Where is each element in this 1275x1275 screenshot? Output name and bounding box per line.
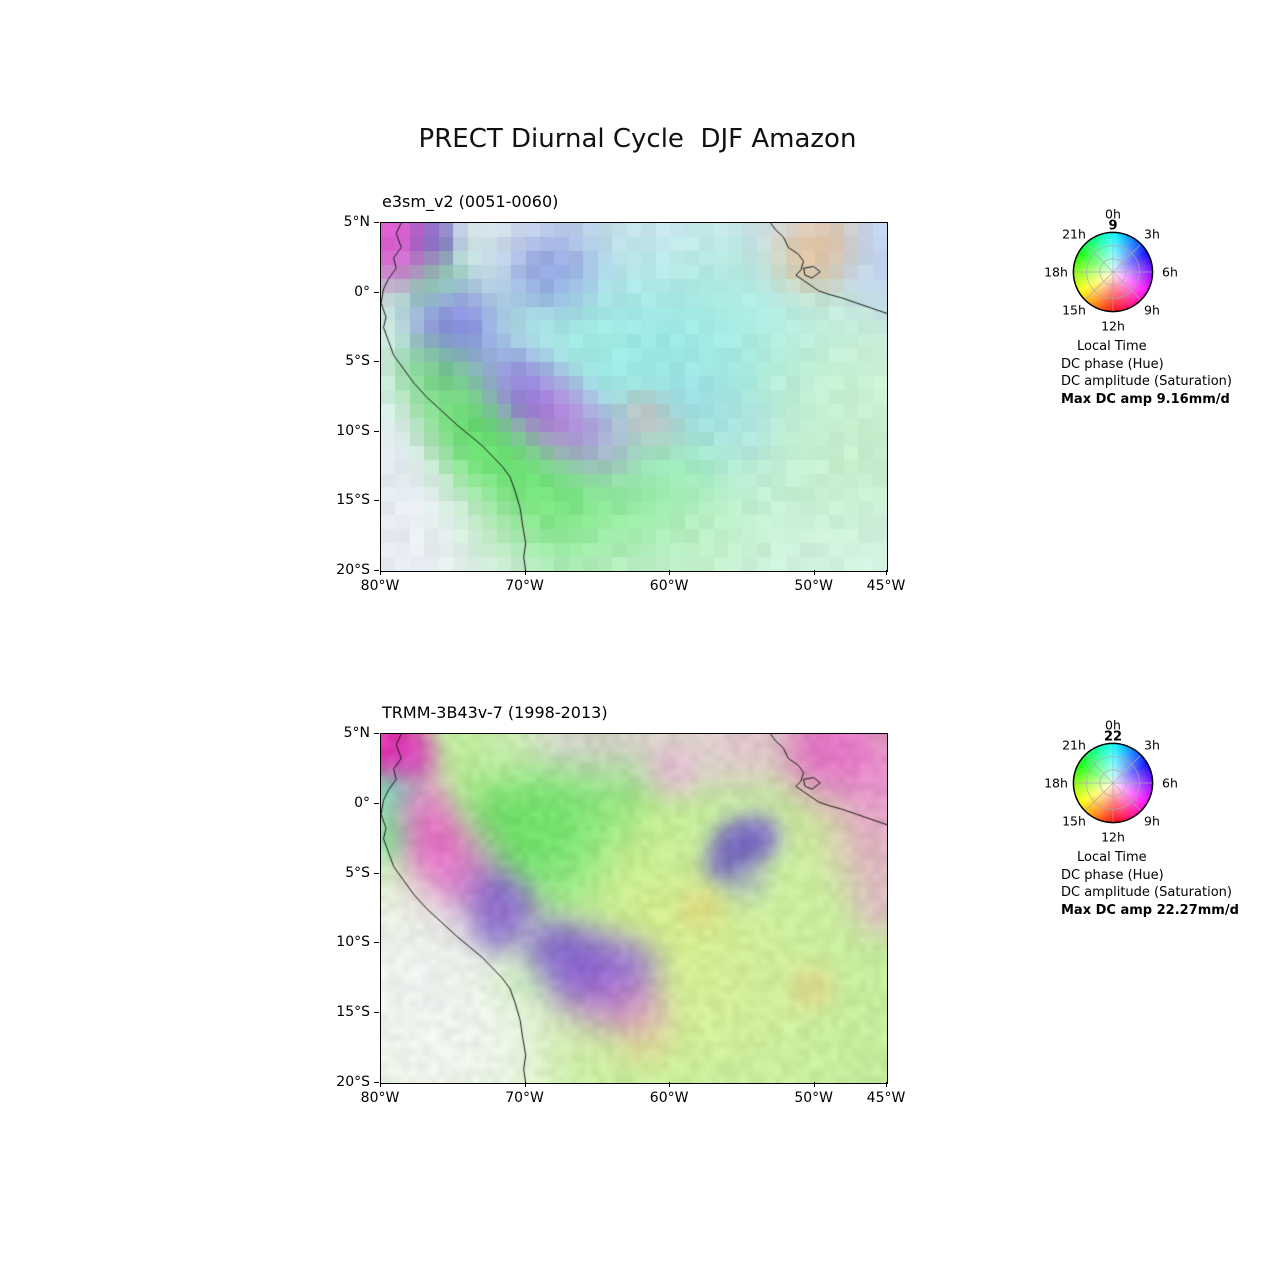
legend-max-amp: Max DC amp 9.16mm/d	[1061, 391, 1230, 407]
x-tick-mark	[813, 1082, 815, 1087]
y-tick-mark	[374, 733, 379, 734]
y-tick-label: 10°S	[336, 934, 370, 951]
y-tick-label: 15°S	[336, 1004, 370, 1021]
x-tick-mark	[380, 570, 381, 575]
clock-label-15h: 15h	[1062, 813, 1086, 829]
legend-amp-line: DC amplitude (Saturation)	[1061, 885, 1232, 900]
y-tick-mark	[374, 872, 379, 874]
y-tick-label: 5°N	[343, 214, 370, 230]
figure-title: PRECT Diurnal Cycle DJF Amazon	[418, 124, 857, 154]
x-tick-mark	[524, 1082, 526, 1087]
clock-label-12h: 12h	[1101, 829, 1125, 845]
y-tick-mark	[374, 430, 379, 432]
y-tick-mark	[374, 1082, 379, 1083]
clock-label-21h: 21h	[1062, 226, 1086, 242]
y-tick-label: 0°	[354, 794, 370, 811]
clock-label-15h: 15h	[1062, 302, 1086, 318]
hue-wheel-icon	[1068, 738, 1158, 828]
clock-label-21h: 21h	[1062, 737, 1086, 753]
x-tick-mark	[813, 570, 815, 575]
y-tick-label: 0°	[354, 283, 370, 300]
x-tick-mark	[669, 1082, 671, 1087]
hue-wheel-icon	[1068, 227, 1158, 317]
legend-local-time: Local Time	[1077, 339, 1147, 354]
color-wheel-legend-trmm: 0h 3h 6h 9h 12h 15h 18h 21h 22	[1044, 718, 1178, 845]
y-tick-mark	[374, 500, 379, 502]
x-tick-mark	[380, 1082, 381, 1087]
map-canvas-e3sm	[381, 223, 887, 571]
clock-label-9h: 9h	[1144, 302, 1160, 318]
clock-label-6h: 6h	[1162, 775, 1178, 791]
y-tick-mark	[374, 942, 379, 944]
x-tick-label: 70°W	[505, 1090, 544, 1106]
legend-caption-trmm: Local Time DC phase (Hue) DC amplitude (…	[1061, 849, 1275, 919]
x-tick-label: 45°W	[866, 578, 906, 594]
clock-label-3h: 3h	[1144, 226, 1160, 242]
clock-label-6h: 6h	[1162, 264, 1178, 280]
map-canvas-trmm	[381, 734, 887, 1083]
y-tick-mark	[374, 291, 379, 293]
x-tick-label: 80°W	[360, 1090, 400, 1106]
clock-label-18h: 18h	[1044, 775, 1068, 791]
clock-label-0h: 0h	[1105, 206, 1121, 222]
y-tick-mark	[374, 222, 379, 223]
x-tick-mark	[886, 1082, 887, 1087]
panel-e3sm: e3sm_v2 (0051-0060) 5°N 0° 5°S 10°S 15°S…	[336, 192, 905, 594]
y-tick-label: 15°S	[336, 492, 370, 509]
clock-label-0h: 0h	[1105, 717, 1121, 733]
map-frame-e3sm	[380, 222, 888, 572]
color-wheel-legend-e3sm: 0h 3h 6h 9h 12h 15h 18h 21h 9	[1044, 207, 1178, 334]
y-tick-label: 20°S	[336, 562, 370, 578]
legend-phase-line: DC phase (Hue)	[1061, 867, 1164, 883]
legend-caption-e3sm: Local Time DC phase (Hue) DC amplitude (…	[1061, 338, 1275, 408]
x-tick-label: 45°W	[866, 1090, 906, 1106]
x-tick-label: 60°W	[649, 1090, 689, 1106]
x-tick-label: 60°W	[649, 578, 689, 594]
panel-trmm: TRMM-3B43v-7 (1998-2013) 5°N 0° 5°S 10°S…	[336, 703, 905, 1106]
panel-subtitle-e3sm: e3sm_v2 (0051-0060)	[382, 192, 559, 211]
legend-phase-line: DC phase (Hue)	[1061, 356, 1164, 372]
panel-subtitle-trmm: TRMM-3B43v-7 (1998-2013)	[382, 703, 608, 722]
map-frame-trmm	[380, 733, 888, 1084]
clock-label-12h: 12h	[1101, 318, 1125, 334]
y-tick-mark	[374, 361, 379, 363]
clock-label-18h: 18h	[1044, 264, 1068, 280]
x-tick-mark	[886, 570, 887, 575]
clock-label-3h: 3h	[1144, 737, 1160, 753]
y-tick-label: 5°N	[343, 725, 370, 741]
legend-max-amp: Max DC amp 22.27mm/d	[1061, 902, 1239, 918]
x-tick-mark	[669, 570, 671, 575]
y-tick-mark	[374, 802, 379, 804]
x-tick-label: 50°W	[794, 1090, 834, 1106]
y-tick-mark	[374, 1012, 379, 1014]
y-tick-label: 5°S	[345, 353, 370, 370]
x-tick-label: 50°W	[794, 578, 834, 594]
y-tick-mark	[374, 570, 379, 571]
x-tick-label: 70°W	[505, 578, 544, 594]
peak-hour-marker: 22	[1103, 729, 1123, 745]
x-tick-mark	[524, 570, 526, 575]
y-tick-label: 5°S	[345, 864, 370, 881]
y-tick-label: 20°S	[336, 1074, 370, 1090]
clock-label-9h: 9h	[1144, 813, 1160, 829]
legend-amp-line: DC amplitude (Saturation)	[1061, 374, 1232, 389]
x-tick-label: 80°W	[360, 578, 400, 594]
legend-local-time: Local Time	[1077, 850, 1147, 865]
y-tick-label: 10°S	[336, 422, 370, 439]
peak-hour-marker: 9	[1108, 218, 1118, 234]
